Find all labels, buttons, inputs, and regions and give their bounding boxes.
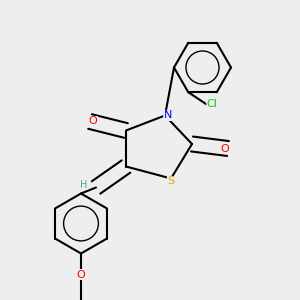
Text: Cl: Cl [207,99,218,109]
Text: H: H [80,179,88,190]
Text: O: O [76,269,85,280]
Text: O: O [220,143,230,154]
Text: N: N [164,110,172,121]
Text: S: S [167,176,175,187]
Text: O: O [88,116,98,127]
